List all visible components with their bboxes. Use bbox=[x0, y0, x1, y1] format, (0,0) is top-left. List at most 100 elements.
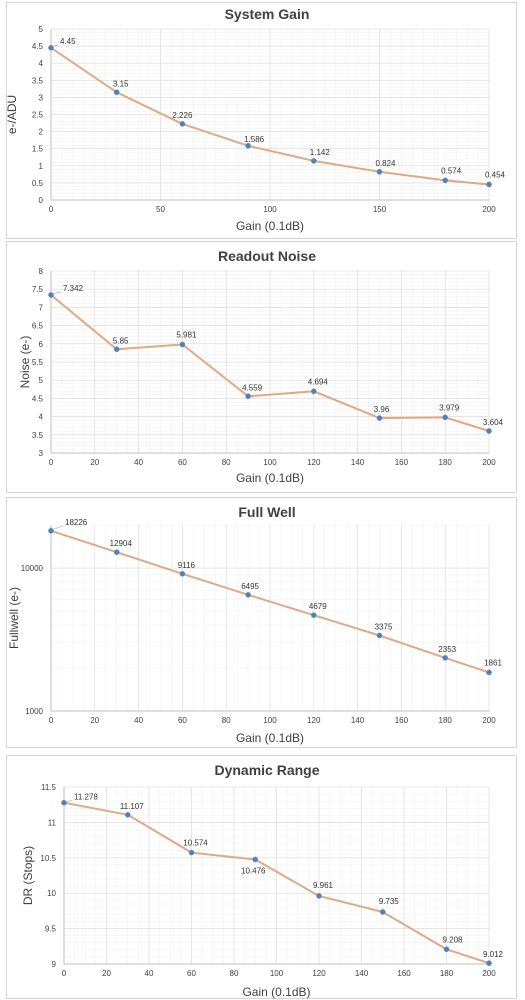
y-tick-label: 11 bbox=[48, 818, 57, 827]
x-tick-label: 40 bbox=[134, 458, 143, 467]
x-axis-label: Gain (0.1dB) bbox=[242, 985, 310, 999]
data-label: 9.961 bbox=[313, 881, 334, 890]
y-tick-label: 3 bbox=[39, 449, 44, 458]
y-axis-label: Noise (e-) bbox=[18, 336, 32, 389]
series-line bbox=[50, 294, 490, 432]
chart-3: 0 20 40 60 80 100 120 140 160 180 200 1000 10000 Full… bbox=[6, 497, 517, 748]
data-label: 4679 bbox=[309, 602, 327, 611]
data-label: 3.604 bbox=[483, 418, 504, 427]
data-point bbox=[113, 346, 120, 353]
data-point bbox=[442, 655, 449, 661]
x-tick-label: 100 bbox=[263, 716, 277, 725]
data-point bbox=[245, 591, 251, 598]
data-label: 5.981 bbox=[176, 330, 197, 339]
data-label: 12904 bbox=[110, 539, 133, 548]
y-tick-label: 6 bbox=[39, 340, 44, 349]
x-tick-label: 150 bbox=[373, 205, 387, 214]
x-tick-label: 60 bbox=[178, 458, 187, 467]
data-label: 11.107 bbox=[120, 802, 144, 811]
y-tick-label: 0.5 bbox=[32, 179, 44, 188]
y-tick-label: 4.5 bbox=[32, 394, 44, 403]
data-label: 10.574 bbox=[183, 839, 208, 848]
x-tick-label: 0 bbox=[62, 969, 67, 978]
y-tick-label: 4 bbox=[39, 413, 44, 422]
data-point bbox=[310, 388, 317, 395]
x-tick-label: 160 bbox=[397, 969, 411, 978]
x-tick-label: 100 bbox=[263, 205, 277, 214]
x-tick-label: 160 bbox=[395, 716, 409, 725]
y-tick-label: 1.5 bbox=[32, 145, 44, 154]
data-point bbox=[376, 632, 383, 639]
y-tick-label: 5 bbox=[39, 25, 44, 34]
x-tick-label: 80 bbox=[230, 969, 239, 978]
y-tick-label: 7 bbox=[39, 303, 44, 312]
data-label-leader bbox=[51, 291, 62, 295]
chart-title: Dynamic Range bbox=[214, 762, 319, 778]
data-point bbox=[179, 570, 186, 577]
data-label: 11.278 bbox=[74, 793, 98, 802]
x-axis-label: Gain (0.1dB) bbox=[236, 731, 304, 745]
x-tick-label: 60 bbox=[187, 969, 196, 978]
data-point bbox=[486, 181, 492, 188]
chart-title: Readout Noise bbox=[218, 248, 316, 264]
data-label: 4.559 bbox=[242, 383, 263, 392]
data-label: 9116 bbox=[178, 561, 196, 570]
data-point bbox=[486, 960, 492, 967]
y-tick-label: 3 bbox=[39, 93, 44, 102]
chart-panel bbox=[6, 2, 517, 239]
series-line bbox=[50, 46, 490, 186]
x-tick-label: 180 bbox=[439, 716, 453, 725]
x-tick-label: 0 bbox=[49, 716, 54, 725]
y-tick-label: 9 bbox=[52, 960, 57, 969]
data-label: 9.012 bbox=[483, 950, 504, 959]
y-tick-label: 2.5 bbox=[32, 111, 44, 120]
data-label: 6495 bbox=[241, 582, 259, 591]
y-tick-label: 3.5 bbox=[32, 76, 44, 85]
x-tick-label: 140 bbox=[351, 458, 365, 467]
x-tick-label: 100 bbox=[270, 969, 284, 978]
y-tick-label: 2 bbox=[39, 128, 44, 137]
data-label: 9.208 bbox=[442, 935, 463, 944]
chart-4: 0 20 40 60 80 100 120 140 160 180 200 9 9.5 10 10.5 11 1… bbox=[6, 755, 517, 999]
data-label: 3.96 bbox=[374, 405, 390, 414]
data-point bbox=[442, 414, 449, 421]
data-point bbox=[188, 849, 195, 856]
y-tick-label: 6.5 bbox=[32, 322, 44, 331]
series-line bbox=[63, 801, 490, 965]
x-tick-label: 140 bbox=[355, 969, 369, 978]
chart-2: 0 20 40 60 80 100 120 140 160 180 200 3 3.5 4 4.5 5 5.5 6… bbox=[6, 241, 517, 493]
data-point bbox=[486, 669, 492, 676]
y-tick-label: 3.5 bbox=[32, 431, 44, 440]
data-point bbox=[245, 142, 251, 149]
chart-title: Full Well bbox=[238, 504, 295, 520]
x-tick-label: 80 bbox=[222, 716, 231, 725]
data-point bbox=[113, 89, 120, 96]
data-point bbox=[486, 428, 492, 434]
y-axis-label: Fullwell (e-) bbox=[7, 587, 21, 649]
data-label: 0.574 bbox=[441, 166, 462, 175]
x-tick-label: 180 bbox=[439, 458, 453, 467]
data-point bbox=[252, 856, 259, 863]
chart-panel bbox=[6, 241, 517, 493]
data-label-leader bbox=[51, 525, 64, 531]
y-tick-label: 11.5 bbox=[41, 783, 57, 792]
x-tick-label: 20 bbox=[90, 716, 99, 725]
y-tick-label: 0 bbox=[39, 196, 44, 205]
x-tick-label: 20 bbox=[102, 969, 111, 978]
y-tick-label: 7.5 bbox=[32, 285, 44, 294]
x-tick-label: 200 bbox=[482, 716, 496, 725]
x-tick-label: 60 bbox=[178, 716, 187, 725]
data-label: 3.15 bbox=[113, 79, 129, 88]
x-tick-label: 20 bbox=[90, 458, 99, 467]
chart-title: System Gain bbox=[225, 6, 310, 22]
data-point bbox=[376, 415, 383, 421]
x-tick-label: 0 bbox=[49, 205, 54, 214]
chart-1: 0 50 100 150 200 0 0.5 1 1.5 2 2.5 3 3.5 4 4.5 5 System … bbox=[5, 2, 517, 239]
x-tick-label: 140 bbox=[351, 716, 365, 725]
series-line bbox=[50, 529, 490, 674]
data-point bbox=[442, 177, 449, 184]
data-point bbox=[179, 121, 186, 127]
y-tick-label: 1000 bbox=[25, 707, 43, 716]
y-tick-label: 1 bbox=[39, 162, 44, 171]
